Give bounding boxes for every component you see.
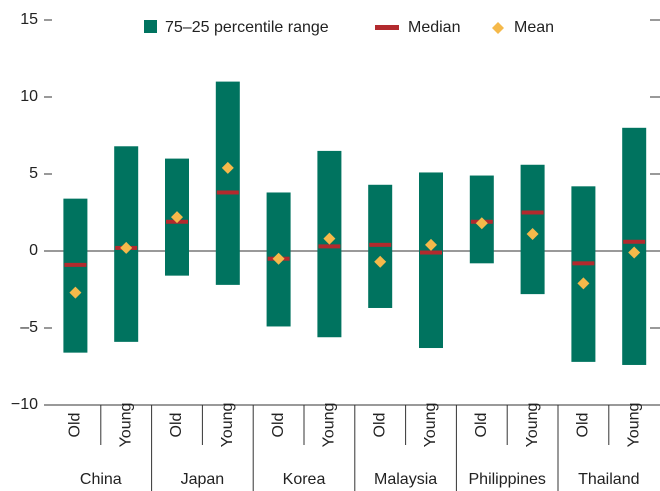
mean-mark (272, 252, 285, 265)
range-bar (63, 198, 88, 353)
x-tick-label: Young (625, 403, 642, 448)
x-tick-label: Old (371, 413, 388, 438)
x-tick-label: Old (168, 413, 185, 438)
x-tick-label: Old (67, 413, 84, 438)
median-mark (318, 244, 341, 249)
group-label: Malaysia (374, 471, 437, 488)
y-tick-label: 5 (29, 165, 38, 182)
mean-mark (120, 241, 133, 254)
x-tick-label: Young (321, 403, 338, 448)
legend-label: Median (408, 19, 460, 36)
group-label: Philippines (469, 471, 546, 488)
y-tick-label: 0 (29, 242, 38, 259)
x-tick-label: Old (473, 413, 490, 438)
y-tick-label: 10 (20, 88, 38, 105)
median-mark (369, 242, 392, 247)
range-bar (215, 81, 240, 285)
median-mark (623, 239, 646, 244)
x-tick-label: Young (219, 403, 236, 448)
legend-swatch (375, 25, 399, 30)
y-tick-label: 15 (20, 11, 38, 28)
mean-mark (628, 246, 641, 259)
median-mark (572, 261, 595, 266)
mean-mark (425, 238, 437, 251)
x-tick-label: Old (270, 413, 287, 438)
group-label: Korea (283, 471, 326, 488)
y-tick-label: −10 (11, 396, 38, 413)
group-label: Thailand (578, 471, 639, 488)
range-bar (571, 186, 596, 362)
median-mark (420, 250, 442, 255)
x-tick-label: Young (524, 403, 541, 448)
median-mark (216, 190, 239, 195)
x-tick-label: Old (575, 413, 592, 438)
range-bar (419, 172, 443, 349)
mean-mark (475, 217, 488, 230)
mean-mark (374, 255, 387, 268)
range-bar (622, 127, 647, 365)
mean-mark (526, 228, 539, 241)
mean-mark (577, 277, 590, 290)
group-label: China (80, 471, 122, 488)
legend-swatch (492, 22, 504, 34)
x-tick-label: Young (422, 403, 439, 448)
mean-mark (171, 211, 183, 224)
mean-mark (221, 161, 234, 174)
x-tick-label: Young (117, 403, 134, 448)
legend-swatch (144, 20, 157, 33)
legend-label: Mean (514, 19, 554, 36)
median-mark (521, 210, 544, 215)
group-label: Japan (181, 471, 225, 488)
y-tick-label: –5 (20, 319, 38, 336)
legend-label: 75–25 percentile range (165, 19, 329, 36)
median-mark (64, 262, 87, 267)
mean-mark (69, 286, 82, 299)
mean-mark (323, 232, 336, 245)
